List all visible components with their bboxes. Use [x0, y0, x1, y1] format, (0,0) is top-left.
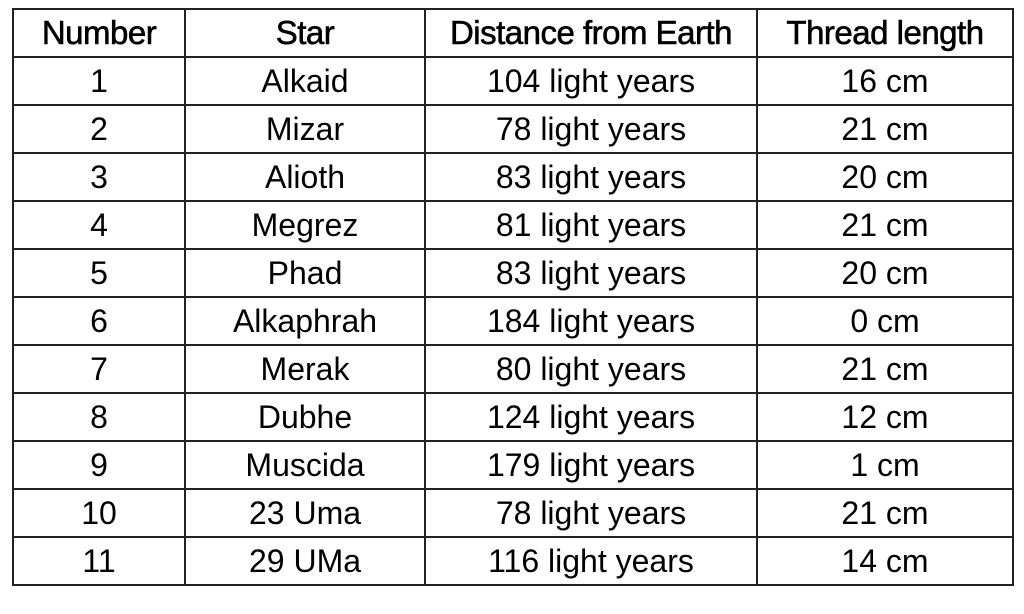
cell-distance: 78 light years	[424, 104, 758, 154]
cell-thread-length: 21 cm	[756, 488, 1014, 538]
cell-thread-length: 21 cm	[756, 344, 1014, 394]
table-row: 10 23 Uma 78 light years 21 cm	[12, 488, 1014, 538]
header-distance: Distance from Earth	[424, 8, 758, 58]
cell-number: 8	[12, 392, 186, 442]
cell-star: Alkaphrah	[184, 296, 426, 346]
cell-star: Mizar	[184, 104, 426, 154]
header-row: Number Star Distance from Earth Thread l…	[12, 8, 1014, 58]
table-row: 8 Dubhe 124 light years 12 cm	[12, 392, 1014, 442]
cell-star: 23 Uma	[184, 488, 426, 538]
cell-distance: 78 light years	[424, 488, 758, 538]
table-row: 5 Phad 83 light years 20 cm	[12, 248, 1014, 298]
header-thread-length: Thread length	[756, 8, 1014, 58]
cell-star: Muscida	[184, 440, 426, 490]
cell-distance: 81 light years	[424, 200, 758, 250]
cell-star: Megrez	[184, 200, 426, 250]
table-row: 1 Alkaid 104 light years 16 cm	[12, 56, 1014, 106]
cell-thread-length: 20 cm	[756, 248, 1014, 298]
header-star: Star	[184, 8, 426, 58]
header-number: Number	[12, 8, 186, 58]
table-row: 3 Alioth 83 light years 20 cm	[12, 152, 1014, 202]
table-row: 2 Mizar 78 light years 21 cm	[12, 104, 1014, 154]
cell-number: 3	[12, 152, 186, 202]
cell-distance: 124 light years	[424, 392, 758, 442]
cell-star: Merak	[184, 344, 426, 394]
table-row: 11 29 UMa 116 light years 14 cm	[12, 536, 1014, 586]
cell-thread-length: 21 cm	[756, 104, 1014, 154]
cell-number: 2	[12, 104, 186, 154]
cell-number: 10	[12, 488, 186, 538]
cell-star: Dubhe	[184, 392, 426, 442]
star-distance-table: Number Star Distance from Earth Thread l…	[12, 8, 1014, 586]
cell-thread-length: 0 cm	[756, 296, 1014, 346]
cell-star: Phad	[184, 248, 426, 298]
cell-star: 29 UMa	[184, 536, 426, 586]
table-row: 6 Alkaphrah 184 light years 0 cm	[12, 296, 1014, 346]
cell-number: 7	[12, 344, 186, 394]
table-row: 7 Merak 80 light years 21 cm	[12, 344, 1014, 394]
cell-thread-length: 20 cm	[756, 152, 1014, 202]
cell-number: 4	[12, 200, 186, 250]
cell-thread-length: 14 cm	[756, 536, 1014, 586]
cell-star: Alioth	[184, 152, 426, 202]
cell-distance: 83 light years	[424, 152, 758, 202]
cell-number: 5	[12, 248, 186, 298]
cell-distance: 80 light years	[424, 344, 758, 394]
cell-distance: 184 light years	[424, 296, 758, 346]
cell-number: 9	[12, 440, 186, 490]
cell-distance: 104 light years	[424, 56, 758, 106]
table-row: 9 Muscida 179 light years 1 cm	[12, 440, 1014, 490]
cell-star: Alkaid	[184, 56, 426, 106]
table-row: 4 Megrez 81 light years 21 cm	[12, 200, 1014, 250]
cell-distance: 179 light years	[424, 440, 758, 490]
cell-thread-length: 12 cm	[756, 392, 1014, 442]
cell-number: 6	[12, 296, 186, 346]
cell-thread-length: 1 cm	[756, 440, 1014, 490]
cell-thread-length: 16 cm	[756, 56, 1014, 106]
cell-distance: 83 light years	[424, 248, 758, 298]
cell-number: 1	[12, 56, 186, 106]
cell-thread-length: 21 cm	[756, 200, 1014, 250]
cell-number: 11	[12, 536, 186, 586]
cell-distance: 116 light years	[424, 536, 758, 586]
